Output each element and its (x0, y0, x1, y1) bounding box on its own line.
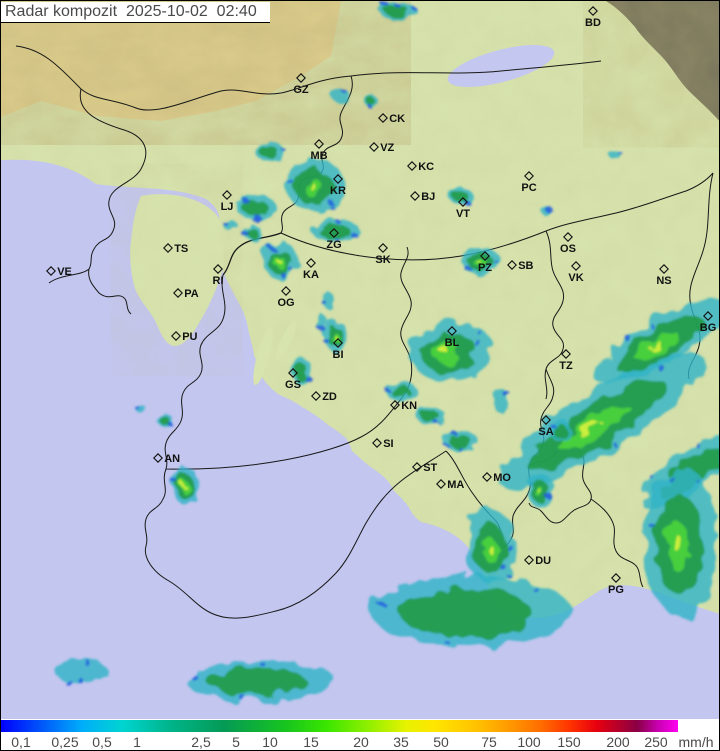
svg-text:PU: PU (182, 331, 197, 343)
svg-text:GZ: GZ (293, 84, 309, 96)
svg-text:VT: VT (456, 208, 470, 220)
svg-text:MA: MA (447, 479, 464, 491)
svg-text:MO: MO (493, 472, 511, 484)
svg-text:KR: KR (330, 185, 346, 197)
svg-text:SB: SB (518, 260, 533, 272)
svg-text:MB: MB (310, 150, 327, 162)
svg-text:KN: KN (401, 400, 417, 412)
svg-text:GS: GS (285, 379, 301, 391)
svg-text:AN: AN (164, 453, 180, 465)
svg-text:KC: KC (418, 161, 434, 173)
svg-text:BD: BD (585, 17, 601, 29)
svg-text:BJ: BJ (421, 191, 435, 203)
svg-text:BL: BL (445, 337, 460, 349)
svg-text:OS: OS (560, 243, 576, 255)
svg-text:OG: OG (277, 297, 294, 309)
svg-text:ZD: ZD (322, 391, 337, 403)
svg-text:LJ: LJ (221, 201, 234, 213)
svg-text:PC: PC (521, 182, 536, 194)
svg-text:SA: SA (538, 426, 553, 438)
svg-text:ZG: ZG (326, 239, 341, 251)
svg-text:PZ: PZ (478, 262, 492, 274)
svg-text:VE: VE (57, 266, 72, 278)
svg-text:VK: VK (568, 272, 583, 284)
svg-text:PG: PG (608, 584, 624, 596)
svg-text:SK: SK (375, 254, 390, 266)
svg-text:VZ: VZ (380, 142, 394, 154)
svg-text:DU: DU (535, 555, 551, 567)
svg-text:TS: TS (174, 243, 188, 255)
svg-text:RI: RI (213, 275, 224, 287)
svg-text:TZ: TZ (559, 360, 573, 372)
svg-text:ST: ST (423, 462, 437, 474)
svg-text:BI: BI (333, 349, 344, 361)
svg-text:PA: PA (184, 288, 199, 300)
svg-text:SI: SI (383, 438, 393, 450)
svg-text:KA: KA (303, 269, 319, 281)
svg-text:CK: CK (389, 113, 405, 125)
svg-text:NS: NS (656, 275, 671, 287)
svg-text:BG: BG (700, 322, 717, 334)
